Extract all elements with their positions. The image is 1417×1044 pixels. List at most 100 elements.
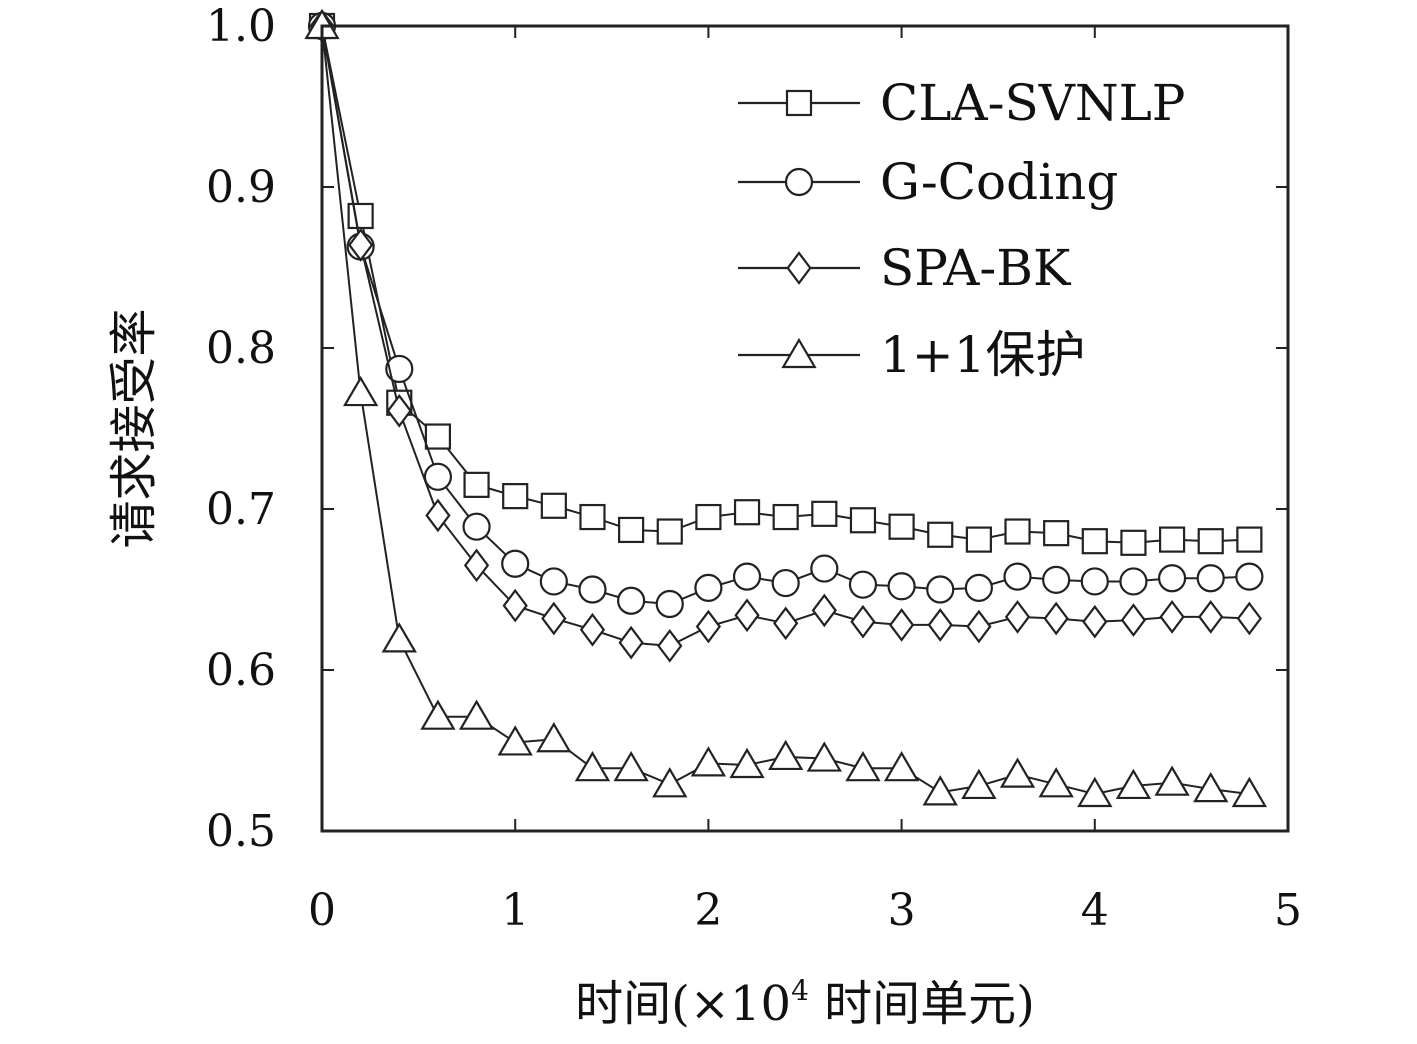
data-point-diamond — [657, 629, 683, 663]
data-point-diamond — [1120, 603, 1147, 637]
x-tick-label: 1 — [501, 885, 529, 936]
series-triangle — [304, 8, 1268, 808]
y-tick-label: 0.5 — [206, 806, 276, 857]
legend-label: SPA-BK — [880, 239, 1072, 297]
data-point-circle — [694, 573, 723, 602]
data-point-circle — [732, 562, 762, 591]
data-point-square — [579, 503, 606, 531]
data-point-square — [502, 483, 529, 510]
x-tick-label: 0 — [308, 885, 336, 936]
data-point-square — [463, 471, 490, 498]
y-tick-label: 0.8 — [206, 323, 276, 374]
data-point-circle — [1119, 567, 1148, 596]
data-point-square — [1158, 526, 1186, 553]
data-point-diamond — [927, 608, 953, 642]
data-point-square — [849, 507, 877, 534]
series-layer — [304, 8, 1268, 808]
legend-item: G-Coding — [738, 153, 1118, 211]
data-point-square — [1043, 520, 1070, 547]
data-point-circle — [771, 568, 800, 598]
x-tick-label: 2 — [694, 885, 722, 936]
data-point-circle — [385, 354, 414, 384]
data-point-square — [347, 202, 374, 230]
data-point-square — [424, 423, 452, 450]
data-point-square — [965, 526, 992, 553]
axis-ticks: 0 1 2 3 4 5 0.5 0.6 0.7 0.8 0.9 1.0 — [206, 1, 1302, 936]
legend-label: G-Coding — [880, 153, 1118, 211]
data-point-circle — [655, 589, 684, 619]
data-point-diamond — [502, 588, 528, 623]
data-point-circle — [848, 570, 878, 599]
data-point-triangle — [768, 739, 804, 771]
data-point-triangle — [806, 741, 842, 772]
data-point-triangle — [1077, 776, 1113, 808]
data-point-circle — [1196, 564, 1225, 593]
legend-marker-circle — [784, 167, 814, 197]
data-point-triangle — [381, 622, 417, 653]
plot-frame — [320, 24, 1290, 833]
y-tick-label: 0.7 — [206, 484, 276, 535]
data-point-circle — [887, 572, 916, 601]
data-point-diamond — [386, 393, 412, 428]
data-point-diamond — [463, 548, 490, 583]
data-point-square — [1197, 528, 1224, 555]
data-point-square — [772, 503, 799, 531]
data-point-square — [540, 492, 567, 519]
data-point-triangle — [845, 751, 881, 782]
data-point-square — [695, 503, 722, 531]
data-point-diamond — [966, 609, 992, 644]
data-point-triangle — [1038, 767, 1074, 798]
data-point-diamond — [425, 498, 451, 533]
data-point-triangle — [922, 775, 958, 806]
data-point-triangle — [1231, 776, 1268, 808]
data-point-triangle — [1154, 765, 1190, 796]
y-axis-label: 请求接受率 — [106, 308, 162, 548]
data-point-diamond — [579, 612, 606, 647]
data-point-triangle — [729, 747, 765, 779]
series-circle — [307, 11, 1264, 619]
x-tick-label: 5 — [1274, 885, 1302, 936]
series-line — [321, 25, 1250, 795]
data-point-triangle — [613, 751, 649, 782]
data-point-triangle — [536, 722, 572, 753]
data-point-circle — [1003, 562, 1032, 591]
legend-marker-triangle — [781, 337, 817, 369]
data-point-square — [927, 521, 954, 548]
data-point-diamond — [888, 608, 915, 642]
data-point-diamond — [734, 598, 760, 633]
data-point-circle — [926, 575, 955, 604]
data-point-square — [1004, 518, 1031, 545]
data-point-diamond — [1082, 604, 1108, 639]
series-diamond — [309, 9, 1262, 663]
data-point-circle — [1080, 567, 1109, 596]
data-point-diamond — [1004, 600, 1031, 634]
data-point-square — [656, 518, 683, 545]
data-point-circle — [1042, 565, 1071, 594]
data-point-diamond — [348, 228, 374, 262]
data-point-circle — [617, 586, 646, 615]
data-point-circle — [1157, 564, 1187, 593]
y-tick-label: 0.9 — [206, 162, 276, 213]
data-point-diamond — [1236, 601, 1262, 636]
legend-label: 1+1保护 — [880, 326, 1086, 384]
y-tick-label: 1.0 — [206, 1, 276, 52]
data-point-triangle — [883, 751, 920, 782]
data-point-diamond — [618, 625, 644, 660]
legend-marker-diamond — [786, 251, 812, 285]
data-point-diamond — [773, 606, 799, 641]
data-point-circle — [1235, 562, 1264, 591]
data-point-triangle — [1193, 771, 1229, 803]
legend-marker-square — [785, 89, 813, 117]
y-tick-label: 0.6 — [206, 645, 276, 696]
data-point-triangle — [690, 746, 727, 777]
data-point-square — [733, 499, 761, 526]
legend-item: SPA-BK — [738, 239, 1072, 297]
data-point-circle — [423, 462, 453, 491]
data-point-circle — [462, 512, 491, 541]
data-point-circle — [501, 549, 530, 578]
data-point-triangle — [999, 757, 1036, 788]
data-point-circle — [539, 567, 568, 596]
x-tick-label: 4 — [1081, 885, 1109, 936]
legend-label: CLA-SVNLP — [880, 74, 1185, 132]
